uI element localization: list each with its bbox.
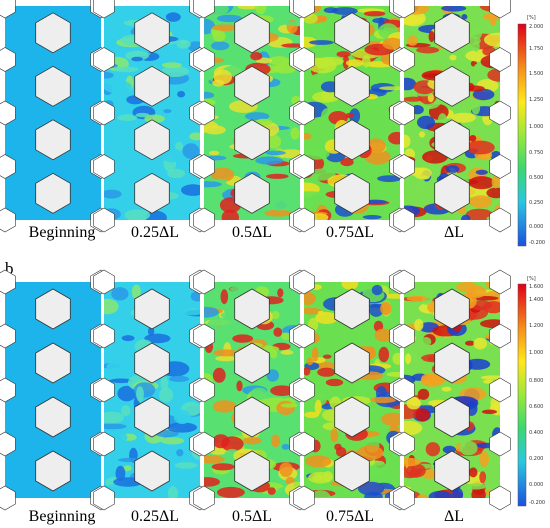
colorbar-b-tick: -0.200	[529, 500, 546, 506]
specimen-group	[0, 0, 511, 511]
hole-shape	[434, 288, 470, 330]
hole-shape	[334, 65, 370, 107]
hole-shape	[134, 288, 170, 330]
colorbar-a-tick: 1.750	[529, 46, 544, 52]
hole-shape	[234, 342, 270, 384]
hole-shape	[134, 172, 170, 214]
colorbar-a-tick: 0.500	[529, 175, 544, 181]
hole-shape	[234, 119, 270, 161]
stage-label-05-a: 0.5ΔL	[231, 224, 273, 241]
colorbar-b-tick: 0.200	[529, 456, 544, 462]
specimen-strip	[393, 0, 511, 233]
stage-label-full-a: ΔL	[443, 224, 465, 241]
colorbar-b-tick: 1.000	[529, 350, 544, 356]
colorbar-a-tick: 1.500	[529, 71, 544, 77]
colorbar-b-tick: 1.600	[529, 284, 544, 290]
stage-label-025-a: 0.25ΔL	[130, 224, 180, 241]
colorbar-a-tick: 1.250	[529, 97, 544, 103]
hole-shape	[334, 172, 370, 214]
hole-shape	[334, 342, 370, 384]
colorbar-b	[517, 283, 527, 507]
panel-label-b: b	[5, 259, 14, 278]
colorbar-b-unit: [%]	[527, 276, 536, 282]
colorbar-a-tick: 0.750	[529, 150, 544, 156]
colorbar-a-unit: [%]	[527, 15, 536, 21]
hole-shape	[134, 119, 170, 161]
specimen-strip	[293, 0, 411, 233]
hole-shape	[35, 396, 71, 438]
specimen-strip	[393, 269, 511, 511]
specimen-strip	[0, 0, 112, 233]
colorbar-a-tick: 0.250	[529, 200, 544, 206]
hole-shape	[434, 119, 470, 161]
hole-shape	[134, 342, 170, 384]
colorbar-b-tick: 0.000	[529, 482, 544, 488]
stage-label-025-b: 0.25ΔL	[130, 508, 180, 525]
hole-shape	[334, 450, 370, 492]
specimen-strip	[93, 269, 211, 511]
hole-shape	[234, 172, 270, 214]
stage-label-075-b: 0.75ΔL	[325, 508, 375, 525]
hole-shape	[134, 396, 170, 438]
hole-shape	[234, 65, 270, 107]
specimen-strip	[0, 269, 112, 511]
colorbar-a-tick: 2.000	[529, 24, 544, 30]
hole-shape	[35, 450, 71, 492]
hole-shape	[434, 172, 470, 214]
stage-label-full-b: ΔL	[443, 508, 465, 525]
hole-shape	[334, 119, 370, 161]
colorbar-a-tick: 0.000	[529, 224, 544, 230]
hole-shape	[35, 65, 71, 107]
stage-label-beginning-b: Beginning	[28, 508, 96, 525]
hole-shape	[35, 172, 71, 214]
hole-shape	[434, 450, 470, 492]
hole-shape	[234, 12, 270, 54]
colorbar-b-tick: 1.200	[529, 323, 544, 329]
colorbar-a-tick: -0.200	[529, 240, 546, 246]
colorbar-b-tick: 0.800	[529, 378, 544, 384]
hole-shape	[134, 65, 170, 107]
colorbar-a	[517, 23, 527, 247]
hole-shape	[134, 450, 170, 492]
hole-shape	[334, 288, 370, 330]
hole-shape	[334, 396, 370, 438]
hole-shape	[434, 396, 470, 438]
hole-shape	[434, 342, 470, 384]
hole-shape	[334, 12, 370, 54]
hole-shape	[35, 288, 71, 330]
specimen-strip	[193, 0, 311, 233]
colorbar-b-tick: 1.400	[529, 297, 544, 303]
hole-shape	[434, 12, 470, 54]
hole-shape	[35, 119, 71, 161]
hole-shape	[234, 396, 270, 438]
specimen-strip	[93, 0, 211, 233]
specimen-strip	[293, 269, 411, 511]
colorbar-b-tick: 0.400	[529, 430, 544, 436]
hole-shape	[35, 342, 71, 384]
hole-shape	[35, 12, 71, 54]
stage-label-beginning-a: Beginning	[28, 224, 96, 241]
stage-label-05-b: 0.5ΔL	[231, 508, 273, 525]
colorbar-b-tick: 0.600	[529, 404, 544, 410]
hole-shape	[134, 12, 170, 54]
hole-shape	[434, 65, 470, 107]
stage-label-075-a: 0.75ΔL	[325, 224, 375, 241]
hole-shape	[234, 450, 270, 492]
hole-shape	[234, 288, 270, 330]
colorbar-a-tick: 1.000	[529, 124, 544, 130]
